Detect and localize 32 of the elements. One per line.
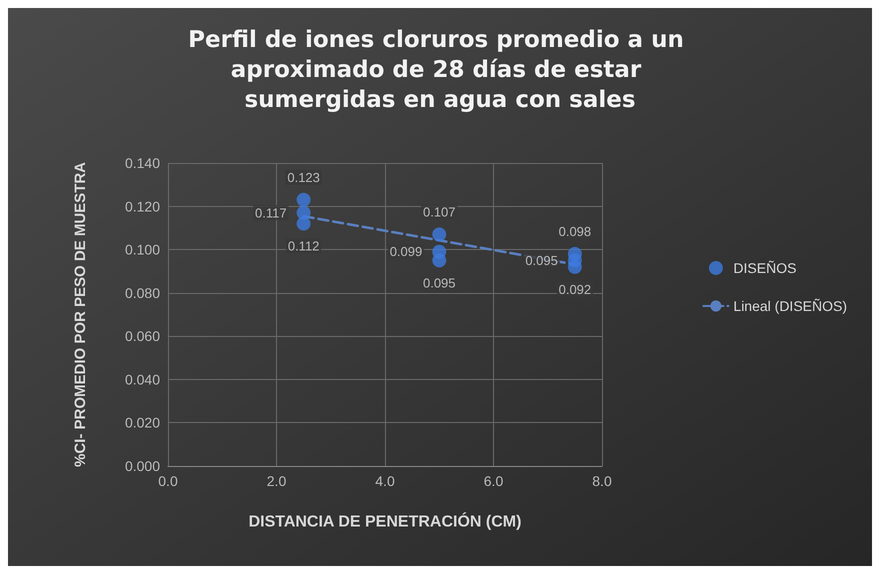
chart-title: Perfil de iones cloruros promedio a un aproximado de 28 días de estar sumergidas en agua con sales: [188, 27, 692, 113]
data-label: 0.123: [287, 170, 320, 185]
y-tick-label: 0.060: [124, 328, 160, 344]
point: [296, 192, 311, 207]
y-tick-label: 0.040: [124, 371, 160, 388]
legend-label: Lineal (DISEÑOS): [733, 298, 847, 314]
y-tick-label: 0.100: [124, 242, 160, 258]
y-tick-label: 0.120: [124, 198, 160, 214]
data-label: 0.117: [255, 205, 287, 220]
data-label: 0.095: [422, 275, 456, 290]
legend-label: DISEÑOS: [733, 260, 796, 276]
point: [432, 253, 446, 268]
x-tick-label: 2.0: [266, 473, 286, 489]
x-tick-label: 8.0: [592, 473, 612, 489]
data-label: 0.107: [422, 204, 456, 220]
x-tick-label: 0.0: [158, 473, 178, 489]
data-label: 0.112: [288, 238, 320, 254]
point: [568, 260, 582, 274]
data-label: 0.092: [558, 282, 592, 297]
x-tick-label: 4.0: [375, 473, 395, 489]
data-label: 0.098: [558, 224, 592, 239]
y-tick-label: 0.000: [124, 458, 160, 474]
point: [296, 216, 311, 231]
data-label: 0.095: [525, 252, 558, 268]
data-label: 0.099: [390, 244, 422, 260]
x-axis-title: DISTANCIA DE PENETRACIÓN (CM): [248, 512, 522, 530]
point: [432, 227, 446, 242]
y-axis-title: %CI- PROMEDIO POR PESO DE MUESTRA: [72, 162, 89, 468]
y-tick-label: 0.020: [124, 414, 160, 431]
y-tick-label: 0.080: [124, 284, 160, 301]
x-tick-label: 6.0: [484, 473, 504, 489]
y-tick-label: 0.140: [124, 155, 160, 171]
